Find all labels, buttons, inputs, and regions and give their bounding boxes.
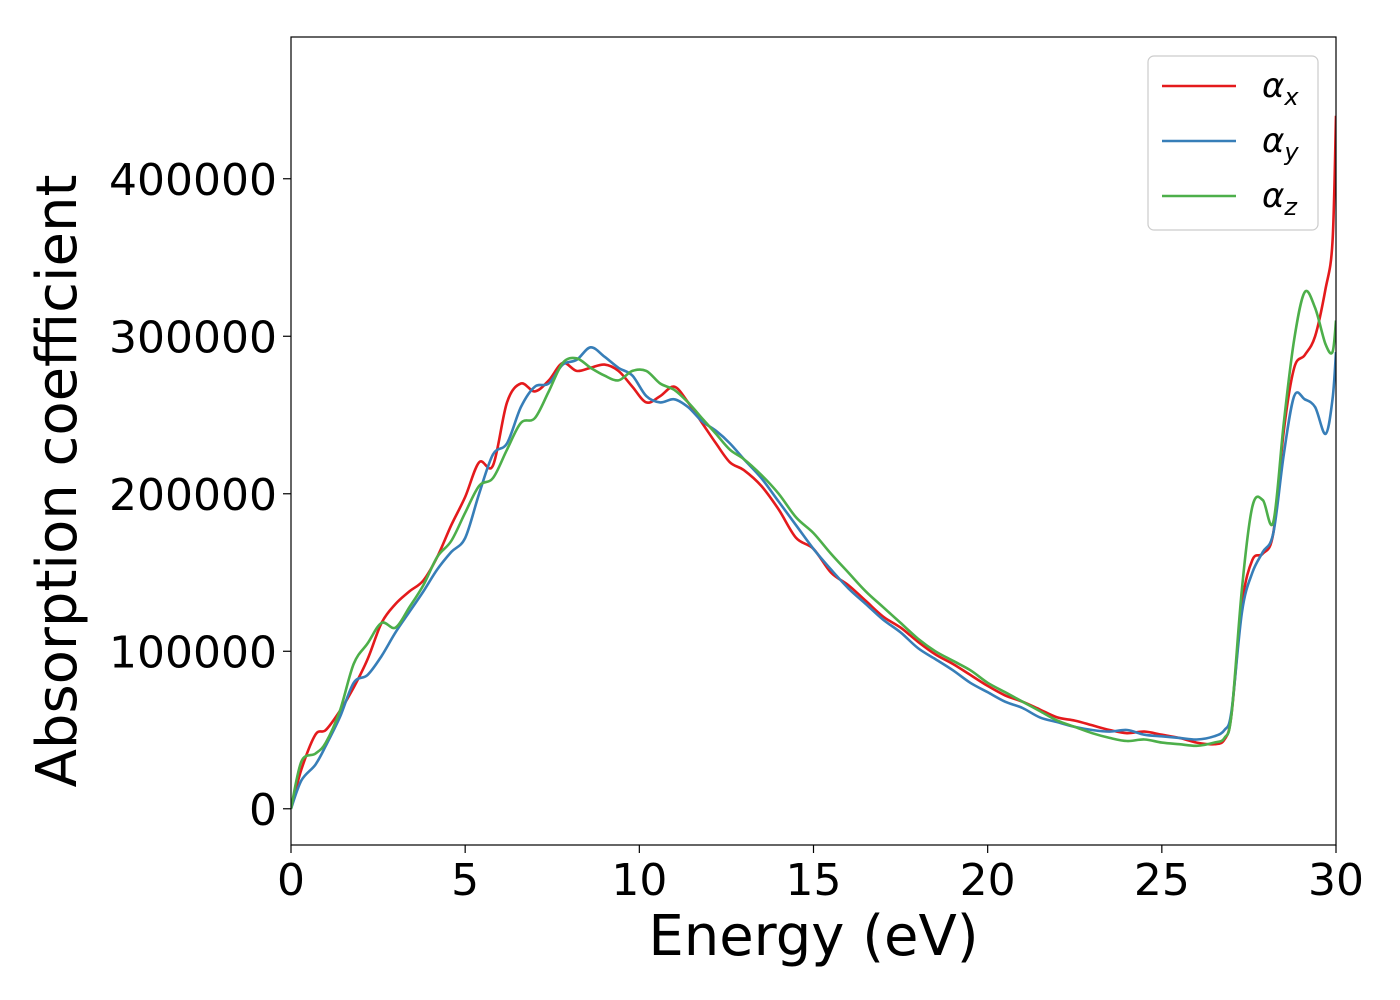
x-tick-label: 0 [277,855,305,906]
series-line-y [291,346,1336,810]
legend-label-subscript: z [1283,193,1298,221]
legend-label-y: αy [1262,121,1299,166]
y-axis-ticks: 0 100000 200000 300000 400000 [109,155,291,836]
legend-label-base: α [1262,121,1284,161]
series-line-z [291,289,1336,810]
y-tick-label: 0 [249,785,277,836]
x-tick-label: 15 [786,855,842,906]
y-tick-label: 100000 [109,627,277,678]
x-tick-label: 10 [611,855,667,906]
legend-label-subscript: y [1283,138,1299,166]
y-tick-label: 200000 [109,470,277,521]
legend-label-base: α [1262,66,1284,106]
x-axis-label: Energy (eV) [648,904,978,969]
legend-label-z: αz [1262,176,1298,221]
x-tick-label: 30 [1308,855,1364,906]
y-tick-label: 300000 [109,312,277,363]
legend-label-subscript: x [1283,83,1299,111]
legend-label-x: αx [1262,66,1299,111]
legend-label-base: α [1262,176,1284,216]
series-lines [291,115,1336,810]
y-tick-label: 400000 [109,155,277,206]
x-tick-label: 20 [960,855,1016,906]
y-axis-label: Absorption coefficient [25,175,90,788]
legend-box [1147,55,1319,231]
x-tick-label: 25 [1134,855,1190,906]
x-axis-ticks: 0 5 10 15 20 25 30 [277,845,1364,906]
x-tick-label: 5 [451,855,479,906]
